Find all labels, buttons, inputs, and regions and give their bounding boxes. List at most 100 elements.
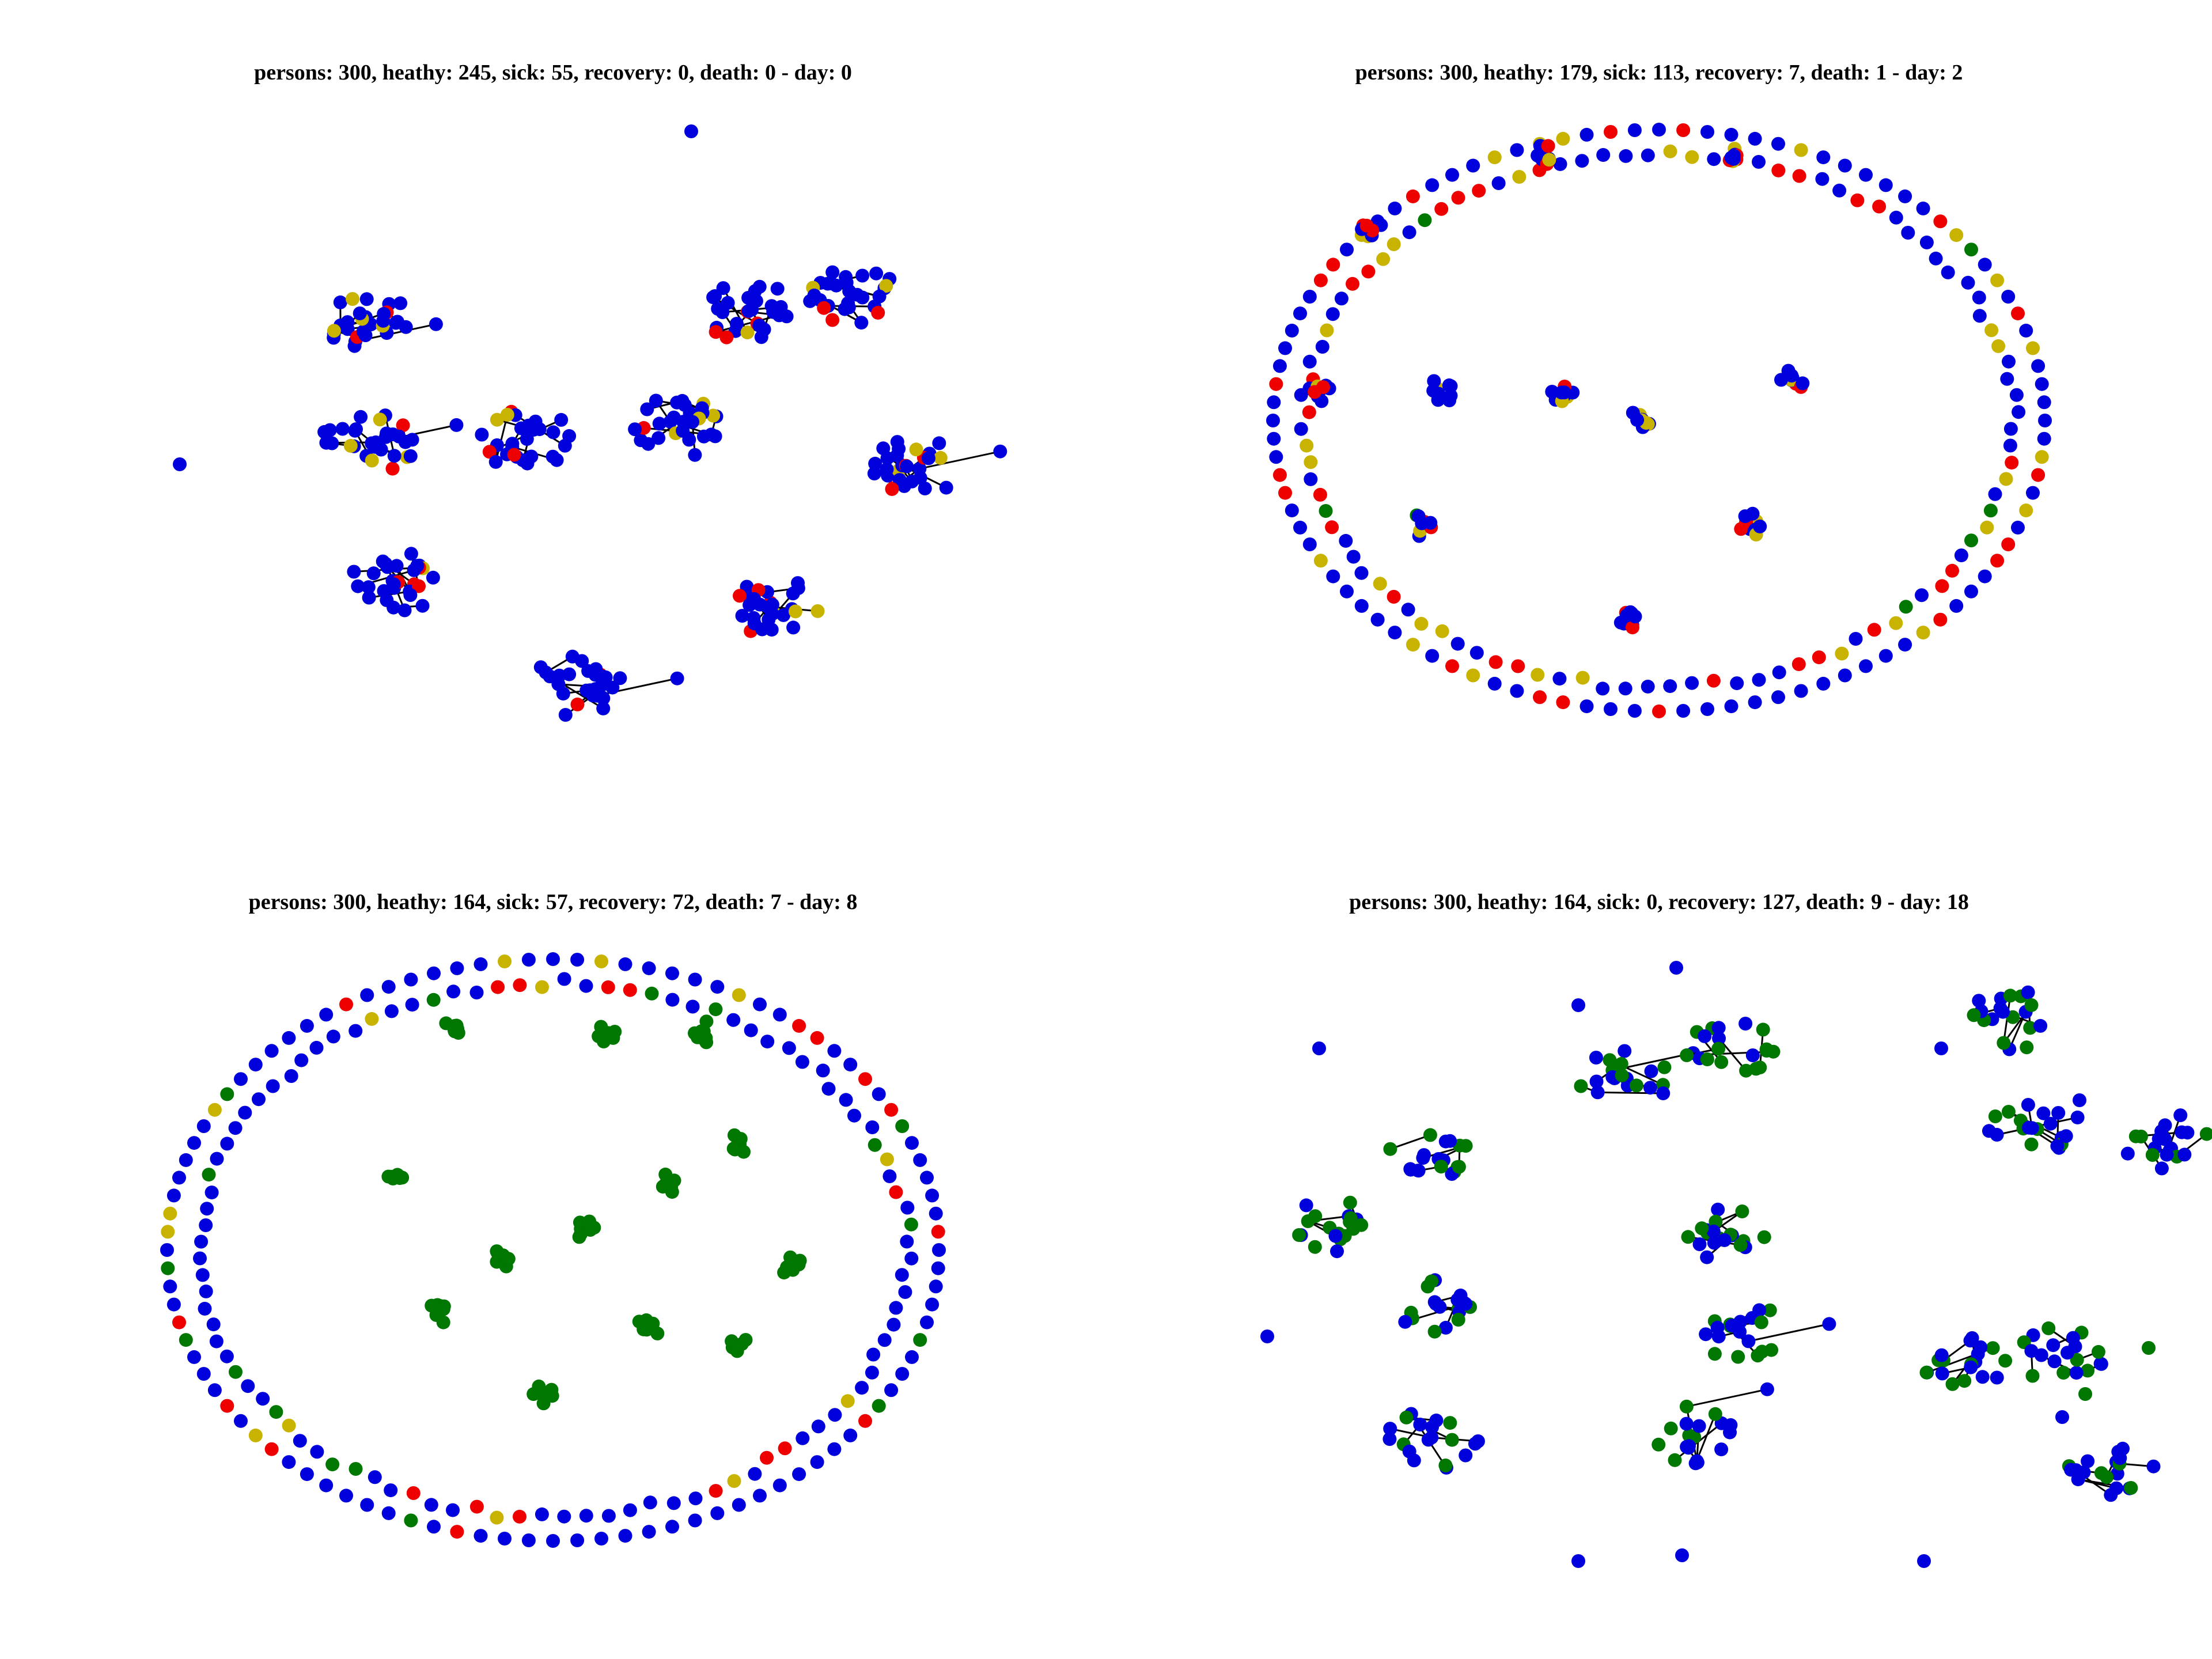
person-node: [1756, 1022, 1770, 1037]
person-node: [1383, 1422, 1397, 1436]
person-node: [1706, 673, 1721, 688]
person-node: [688, 972, 702, 987]
person-node: [1406, 189, 1420, 203]
person-node: [1330, 1244, 1344, 1259]
person-node: [1998, 1354, 2013, 1368]
person-node: [360, 1498, 374, 1512]
person-node: [1574, 1079, 1588, 1093]
person-node: [1774, 373, 1788, 387]
person-node: [2199, 1127, 2212, 1141]
person-node: [196, 1119, 211, 1133]
person-node: [786, 620, 801, 635]
person-node: [594, 1532, 608, 1546]
person-node: [1941, 265, 1955, 279]
person-node: [1402, 1444, 1416, 1459]
person-node: [2061, 1346, 2074, 1360]
person-node: [1438, 1134, 1453, 1149]
person-node: [858, 1072, 872, 1086]
person-node: [234, 1072, 248, 1086]
person-node: [665, 966, 679, 980]
person-node: [838, 302, 852, 316]
person-node: [2116, 1441, 2130, 1456]
person-node: [1724, 127, 1738, 142]
person-node: [601, 1509, 616, 1523]
person-node: [264, 1442, 279, 1456]
person-node: [1266, 414, 1280, 427]
person-node: [1590, 1085, 1605, 1100]
person-node: [310, 1445, 324, 1459]
person-node: [1933, 214, 1948, 229]
person-node: [855, 268, 870, 283]
person-node: [2019, 323, 2033, 338]
person-node: [384, 1483, 398, 1498]
panel-title: persons: 300, heathy: 164, sick: 57, rec…: [248, 890, 858, 914]
person-node: [1712, 1031, 1726, 1046]
person-node: [469, 1499, 484, 1514]
person-node: [1680, 1048, 1694, 1062]
person-node: [1589, 1074, 1604, 1089]
person-node: [1996, 1005, 2010, 1019]
person-node: [821, 276, 835, 291]
person-node: [1442, 393, 1457, 407]
person-node: [1312, 1041, 1326, 1055]
person-node: [716, 281, 730, 296]
person-node: [753, 997, 767, 1012]
person-node: [772, 1007, 787, 1022]
person-node: [865, 1120, 880, 1134]
person-node: [1453, 1288, 1468, 1302]
person-node: [598, 1029, 612, 1044]
person-node: [404, 547, 418, 561]
person-node: [1452, 1160, 1466, 1174]
person-node: [1302, 537, 1317, 551]
person-node: [921, 451, 935, 465]
person-node: [1630, 413, 1645, 427]
person-node: [726, 1013, 741, 1027]
person-node: [2128, 1129, 2143, 1143]
person-node: [1260, 1330, 1274, 1343]
person-node: [1421, 1279, 1435, 1294]
person-node: [1388, 626, 1402, 640]
person-node: [319, 1007, 334, 1022]
person-node: [2019, 503, 2033, 518]
person-node: [1354, 599, 1369, 613]
person-node: [719, 330, 734, 344]
person-node: [613, 671, 627, 685]
person-node: [1278, 341, 1292, 355]
person-node: [498, 1532, 512, 1546]
person-node: [754, 330, 768, 344]
person-node: [643, 1495, 657, 1510]
person-node: [2081, 1454, 2095, 1468]
person-node: [904, 1251, 919, 1266]
person-node: [1293, 306, 1307, 321]
person-node: [1964, 584, 1978, 599]
person-node: [490, 1510, 504, 1525]
person-node: [300, 1467, 314, 1482]
person-node: [282, 1031, 296, 1045]
person-node: [676, 415, 691, 429]
panel-title: persons: 300, heathy: 179, sick: 113, re…: [1355, 60, 1963, 85]
person-node: [1302, 405, 1316, 419]
person-node: [1916, 201, 1930, 215]
person-node: [427, 1520, 441, 1534]
person-node: [1734, 522, 1748, 536]
person-node: [854, 316, 869, 330]
person-node: [2002, 354, 2016, 369]
person-node: [1459, 1448, 1473, 1463]
person-node: [1319, 504, 1333, 518]
person-node: [1915, 588, 1929, 603]
person-node: [586, 688, 600, 703]
person-node: [207, 1103, 222, 1117]
person-node: [1326, 569, 1340, 584]
person-node: [770, 282, 785, 296]
person-node: [179, 1333, 193, 1347]
person-node: [1354, 1218, 1369, 1232]
person-node: [248, 1058, 263, 1072]
person-node: [1754, 1315, 1768, 1330]
person-node: [2003, 438, 2017, 453]
person-node: [847, 1108, 861, 1123]
person-node: [1571, 998, 1585, 1012]
person-node: [1399, 1410, 1414, 1425]
person-node: [868, 456, 882, 471]
person-node: [1949, 228, 1964, 243]
person-node: [1945, 1377, 1960, 1391]
